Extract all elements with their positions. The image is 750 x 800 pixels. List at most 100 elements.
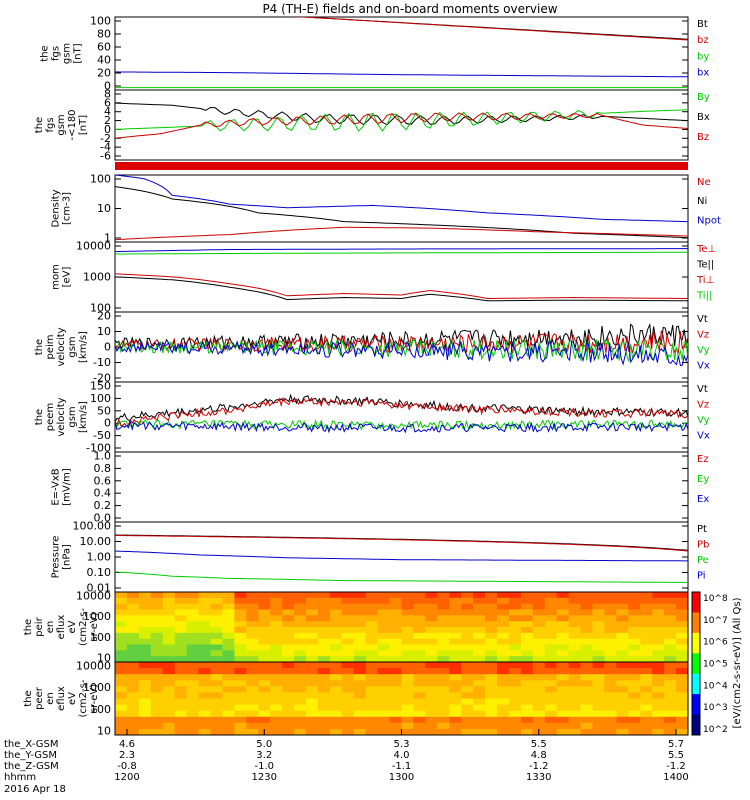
heatmap-cell <box>485 644 498 651</box>
heatmap-cell <box>508 674 522 681</box>
heatmap-cell <box>246 603 259 610</box>
heatmap-cell <box>115 615 128 622</box>
heatmap-cell <box>401 698 414 706</box>
heatmap-cell <box>377 644 390 651</box>
heatmap-cell <box>640 692 653 699</box>
heatmap-cell <box>497 728 510 736</box>
heatmap-cell <box>174 728 188 736</box>
heatmap-cell <box>401 716 414 724</box>
heatmap-cell <box>115 674 128 681</box>
heatmap-cell <box>198 644 211 651</box>
heatmap-cell <box>640 627 653 634</box>
heatmap-cell <box>401 710 414 718</box>
heatmap-cell <box>222 674 235 681</box>
heatmap-cell <box>341 662 355 669</box>
heatmap-cell <box>437 662 450 669</box>
y-axis-label: [nT] <box>78 115 89 135</box>
heatmap-cell <box>508 668 522 675</box>
heatmap-cell <box>568 597 581 605</box>
heatmap-cell <box>306 603 319 610</box>
x-tick-label: -1.2 <box>529 761 549 772</box>
heatmap-cell <box>306 728 319 736</box>
heatmap-cell <box>115 728 128 736</box>
heatmap-cell <box>186 609 199 616</box>
heatmap-cell <box>580 638 593 645</box>
heatmap-cell <box>592 592 605 599</box>
heatmap-cell <box>425 656 438 663</box>
heatmap-cell <box>568 609 581 616</box>
heatmap-cell <box>162 597 176 605</box>
heatmap-cell <box>616 668 629 675</box>
heatmap-cell <box>365 728 379 736</box>
heatmap-cell <box>317 680 331 687</box>
legend-entry: bz <box>697 35 709 46</box>
heatmap-cell <box>258 698 271 706</box>
heatmap-cell <box>568 674 581 681</box>
heatmap-cell <box>174 692 188 699</box>
heatmap-cell <box>282 592 295 599</box>
heatmap-cell <box>425 597 438 605</box>
heatmap-cell <box>580 615 593 622</box>
legend-entry: Te⊥ <box>696 244 716 255</box>
heatmap-cell <box>258 621 271 628</box>
heatmap-cell <box>150 615 164 622</box>
panel-9: 10000 1000 100 10 the peer en eflux eV (cm2-s-sr-… <box>23 660 689 738</box>
heatmap-cell <box>317 704 331 712</box>
heatmap-cell <box>449 722 462 730</box>
heatmap-cell <box>520 656 534 663</box>
heatmap-cell <box>198 722 211 730</box>
heatmap-cell <box>449 609 462 616</box>
y-tick-label: 100 <box>90 703 111 716</box>
heatmap-cell <box>508 592 522 599</box>
heatmap-cell <box>138 662 152 669</box>
heatmap-cell <box>425 592 438 599</box>
y-axis-label: en <box>45 692 56 705</box>
colorbar-segment <box>692 673 700 695</box>
series-line <box>115 276 688 302</box>
heatmap-cell <box>186 668 199 675</box>
heatmap-cell <box>234 615 247 622</box>
y-axis-label: peir <box>34 616 45 636</box>
heatmap-cell <box>329 638 343 645</box>
heatmap-cell <box>485 638 498 645</box>
heatmap-cell <box>580 692 593 699</box>
heatmap-cell <box>329 621 343 628</box>
heatmap-cell <box>485 722 498 730</box>
heatmap-cell <box>115 650 128 657</box>
y-axis-label: eflux <box>56 615 67 640</box>
heatmap-cell <box>306 656 319 663</box>
series-line <box>115 535 688 552</box>
heatmap-cell <box>485 704 498 712</box>
heatmap-cell <box>234 632 247 640</box>
heatmap-cell <box>162 632 176 640</box>
y-axis-label: the <box>34 339 45 355</box>
heatmap-cell <box>210 686 223 693</box>
x-date-label: 2016 Apr 18 <box>4 784 66 795</box>
heatmap-cell <box>258 716 271 724</box>
y-axis-label: [eV] <box>62 267 73 288</box>
heatmap-cell <box>568 650 581 657</box>
heatmap-cell <box>664 615 677 622</box>
heatmap-cell <box>270 668 283 675</box>
heatmap-cell <box>150 609 164 616</box>
heatmap-cell <box>186 597 199 605</box>
heatmap-cell <box>174 644 188 651</box>
heatmap-cell <box>449 710 462 718</box>
heatmap-cell <box>425 704 438 712</box>
heatmap-cell <box>676 722 689 730</box>
heatmap-cell <box>461 668 474 675</box>
heatmap-cell <box>413 650 426 657</box>
heatmap-cell <box>341 603 355 610</box>
heatmap-cell <box>544 644 558 651</box>
heatmap-cell <box>138 650 152 657</box>
heatmap-cell <box>174 592 188 599</box>
heatmap-cell <box>377 674 390 681</box>
heatmap-cell <box>294 674 307 681</box>
heatmap-cell <box>234 668 247 675</box>
heatmap-cell <box>377 638 390 645</box>
heatmap-cell <box>556 680 570 687</box>
heatmap-cell <box>282 698 295 706</box>
heatmap-cell <box>174 656 188 663</box>
x-tick-label: 5.7 <box>668 739 684 750</box>
heatmap-cell <box>604 627 617 634</box>
